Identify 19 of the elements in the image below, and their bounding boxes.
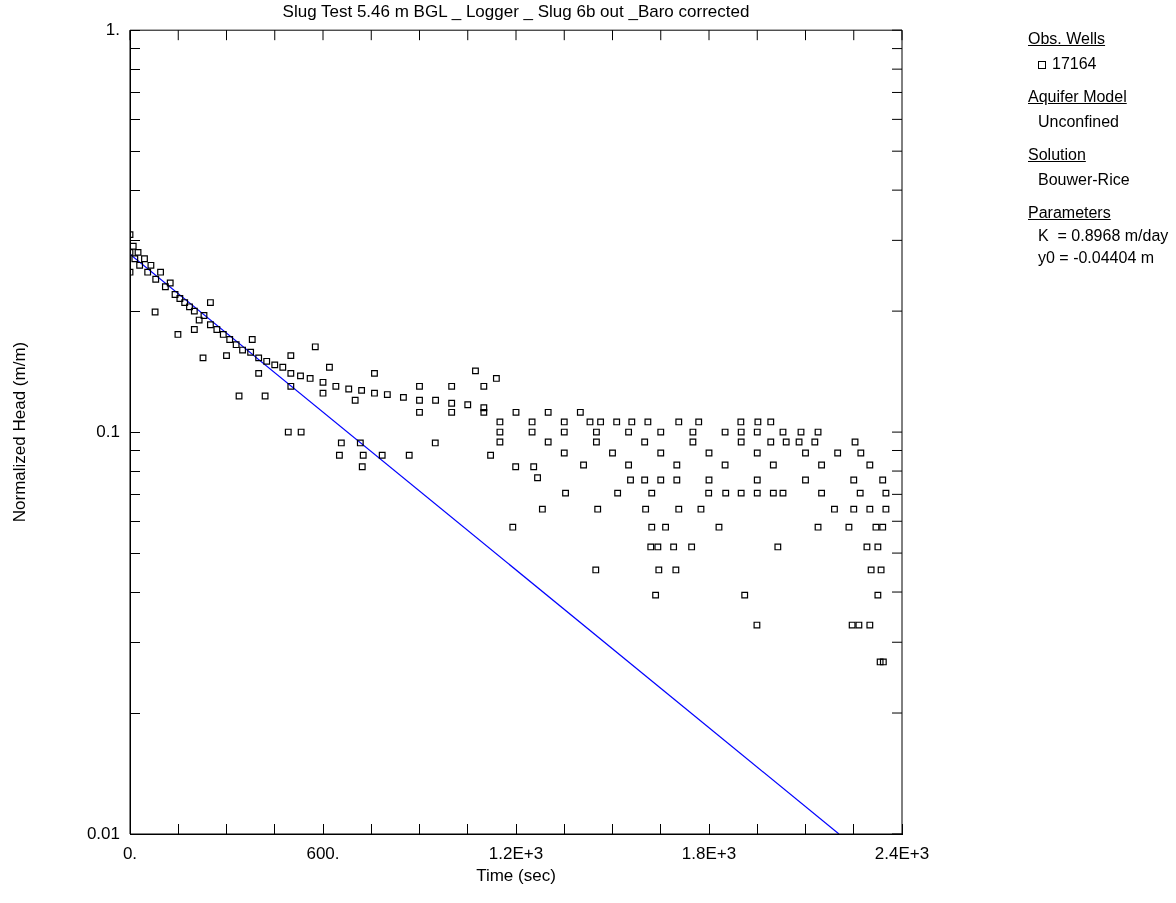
- y-tick-label: 0.01: [86, 823, 120, 843]
- x-tick-label: 2.4E+3: [874, 843, 930, 863]
- y-tick-label: 1.: [105, 19, 120, 39]
- legend-title: Obs. Wells: [1028, 29, 1107, 49]
- text: Bouwer-Rice: [1037, 170, 1131, 190]
- chart-title: Slug Test 5.46 m BGL _ Logger _ Slug 6b out _Baro corrected: [282, 2, 750, 22]
- x-axis-title: Time (sec): [476, 866, 556, 886]
- text: Parameters: [1028, 203, 1112, 223]
- legend-label: 17164: [1051, 54, 1098, 74]
- text: Aquifer Model: [1028, 87, 1128, 107]
- text: Solution: [1028, 145, 1087, 165]
- y-tick-label: 0.1: [96, 421, 120, 441]
- x-tick-label: 1.2E+3: [488, 843, 544, 863]
- x-tick-label: 600.: [306, 843, 340, 863]
- x-tick-label: 0.: [122, 843, 138, 863]
- y-axis-title: Normalized Head (m/m): [10, 341, 30, 523]
- x-tick-label: 1.8E+3: [681, 843, 737, 863]
- text: Unconfined: [1037, 112, 1120, 132]
- text: K = 0.8968 m/day y0 = -0.04404 m: [1037, 226, 1169, 268]
